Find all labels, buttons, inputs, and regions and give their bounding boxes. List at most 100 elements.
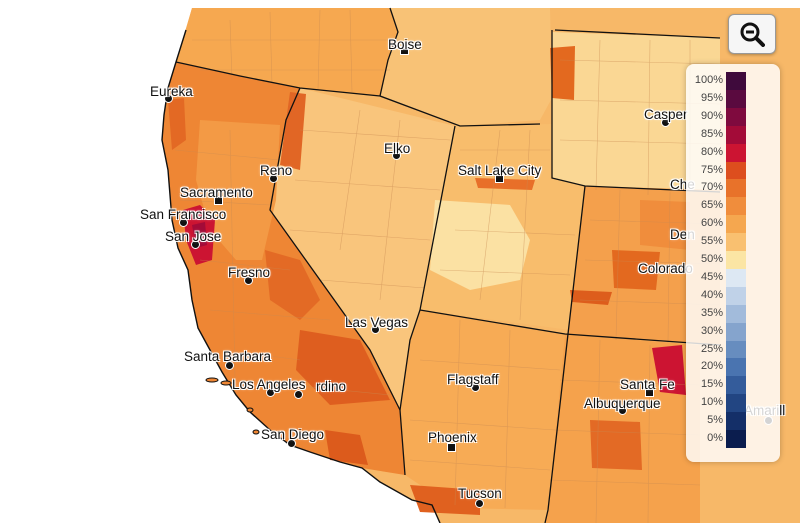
legend-item: 15%	[686, 376, 780, 395]
legend-swatch	[726, 125, 746, 144]
legend-label: 85%	[700, 127, 723, 140]
legend-label: 60%	[700, 217, 723, 230]
legend-item: 90%	[686, 107, 780, 126]
zoom-out-magnifier-icon	[740, 22, 765, 47]
legend-label: 95%	[700, 91, 723, 104]
color-legend: 100% 95% 90% 85% 80% 75% 70% 65% 60% 55% 50% 45% 40%…	[686, 64, 780, 462]
legend-item: 100%	[686, 72, 780, 90]
legend-item: 85%	[686, 125, 780, 144]
legend-item: 10%	[686, 394, 780, 413]
legend-item: 55%	[686, 233, 780, 252]
city-label: Fresno	[228, 265, 271, 280]
legend-item: 60%	[686, 215, 780, 234]
legend-swatch	[726, 430, 746, 448]
city-label: Phoenix	[428, 430, 477, 445]
city-label: Casper	[644, 107, 688, 122]
legend-swatch	[726, 394, 746, 413]
legend-item: 5%	[686, 412, 780, 431]
legend-item: 45%	[686, 268, 780, 287]
city-marker[interactable]	[371, 325, 380, 334]
legend-label: 75%	[700, 163, 723, 176]
city-label: San Diego	[261, 427, 325, 442]
legend-label: 45%	[700, 270, 723, 283]
legend-label: 35%	[700, 306, 723, 319]
city-label: Los Angeles	[232, 377, 306, 392]
legend-label: 50%	[700, 253, 723, 265]
city-label: Tucson	[458, 486, 502, 501]
city-marker[interactable]	[179, 218, 188, 227]
legend-label: 30%	[700, 324, 723, 337]
city-label: San Jose	[165, 229, 222, 244]
legend-item: 30%	[686, 322, 780, 341]
legend-swatch	[726, 376, 746, 395]
capital-marker[interactable]	[447, 443, 456, 452]
city-label: San Francisco	[140, 207, 227, 222]
legend-item: 95%	[686, 89, 780, 108]
capital-marker[interactable]	[495, 174, 504, 183]
legend-label: 70%	[700, 181, 723, 194]
legend-label: 25%	[700, 342, 723, 355]
legend-swatch	[726, 358, 746, 377]
legend-swatch	[726, 412, 746, 431]
city-label: Las Vegas	[345, 315, 409, 330]
legend-label: 40%	[700, 288, 723, 301]
city-label: Eureka	[150, 84, 193, 99]
city-label: Salt Lake City	[458, 163, 542, 178]
capital-marker[interactable]	[214, 196, 223, 205]
legend-label: 90%	[700, 109, 723, 122]
city-marker[interactable]	[244, 276, 253, 285]
legend-label: 80%	[700, 145, 723, 158]
legend-item: 25%	[686, 340, 780, 359]
city-label: Boise	[388, 37, 422, 52]
city-marker[interactable]	[164, 94, 173, 103]
legend-swatch	[726, 251, 746, 269]
legend-swatch	[726, 89, 746, 108]
city-label: rdino	[316, 379, 347, 394]
city-label: Colorado	[638, 261, 693, 276]
city-label: Elko	[384, 141, 411, 156]
city-marker[interactable]	[225, 361, 234, 370]
legend-item: 50%	[686, 251, 780, 269]
legend-swatch	[726, 286, 746, 305]
city-label: Santa Fe	[620, 377, 675, 392]
city-label: Flagstaff	[447, 372, 499, 387]
legend-swatch	[726, 304, 746, 323]
legend-swatch	[726, 233, 746, 252]
legend-label: 65%	[700, 199, 723, 212]
legend-label: 10%	[700, 396, 723, 409]
legend-swatch	[726, 161, 746, 180]
legend-label: 55%	[700, 235, 723, 248]
legend-label: 5%	[707, 414, 723, 427]
capital-marker[interactable]	[645, 388, 654, 397]
legend-swatch	[726, 72, 746, 90]
city-marker[interactable]	[471, 383, 480, 392]
city-marker[interactable]	[475, 499, 484, 508]
legend-label: 15%	[700, 378, 723, 391]
legend-label: 100%	[694, 74, 723, 86]
city-marker[interactable]	[269, 174, 278, 183]
legend-swatch	[726, 143, 746, 162]
legend-item: 70%	[686, 179, 780, 198]
legend-swatch	[726, 197, 746, 216]
city-marker[interactable]	[661, 118, 670, 127]
city-label: Reno	[260, 163, 293, 178]
city-marker[interactable]	[266, 388, 275, 397]
legend-swatch	[726, 268, 746, 287]
city-label: Santa Barbara	[184, 349, 272, 364]
city-marker[interactable]	[294, 390, 303, 399]
capital-marker[interactable]	[400, 46, 409, 55]
legend-label: 20%	[700, 360, 723, 373]
city-marker[interactable]	[191, 240, 200, 249]
city-marker[interactable]	[287, 439, 296, 448]
city-marker[interactable]	[618, 406, 627, 415]
legend-item: 0%	[686, 430, 780, 448]
legend-swatch	[726, 179, 746, 198]
city-marker[interactable]	[392, 151, 401, 160]
legend-item: 40%	[686, 286, 780, 305]
legend-item: 75%	[686, 161, 780, 180]
zoom-out-button[interactable]	[728, 14, 776, 54]
legend-item: 80%	[686, 143, 780, 162]
city-label: Albuquerque	[584, 396, 661, 411]
